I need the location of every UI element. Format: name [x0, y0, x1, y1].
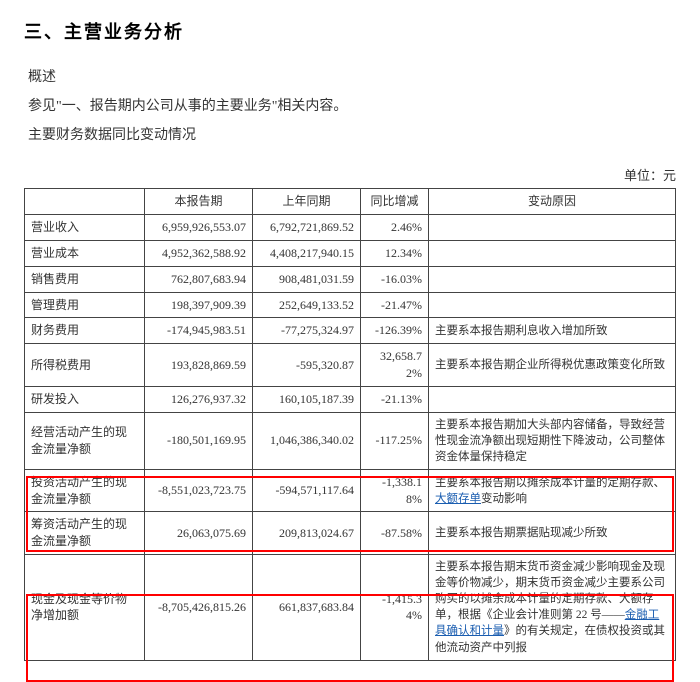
row-label: 投资活动产生的现金流量净额 [25, 469, 145, 512]
row-current: -174,945,983.51 [145, 318, 253, 344]
row-previous: 661,837,683.84 [253, 555, 361, 661]
row-reason: 主要系本报告期票据贴现减少所致 [429, 512, 676, 555]
table-row: 营业成本4,952,362,588.924,408,217,940.1512.3… [25, 241, 676, 267]
row-previous: 908,481,031.59 [253, 266, 361, 292]
col-header-prev: 上年同期 [253, 189, 361, 215]
row-reason [429, 292, 676, 318]
financial-table: 本报告期 上年同期 同比增减 变动原因 营业收入6,959,926,553.07… [24, 188, 676, 660]
row-delta: -87.58% [361, 512, 429, 555]
row-reason [429, 266, 676, 292]
col-header-delta: 同比增减 [361, 189, 429, 215]
row-current: -8,705,426,815.26 [145, 555, 253, 661]
row-current: -8,551,023,723.75 [145, 469, 253, 512]
row-label: 研发投入 [25, 386, 145, 412]
overview-label: 概述 [28, 66, 676, 89]
row-label: 财务费用 [25, 318, 145, 344]
row-reason [429, 241, 676, 267]
row-current: 126,276,937.32 [145, 386, 253, 412]
row-previous: 160,105,187.39 [253, 386, 361, 412]
unit-label: 单位：元 [24, 165, 676, 186]
row-current: 26,063,075.69 [145, 512, 253, 555]
row-label: 所得税费用 [25, 344, 145, 387]
section-heading: 三、主营业务分析 [24, 18, 676, 48]
table-row: 销售费用762,807,683.94908,481,031.59-16.03% [25, 266, 676, 292]
col-header-reason: 变动原因 [429, 189, 676, 215]
row-reason: 主要系本报告期利息收入增加所致 [429, 318, 676, 344]
row-delta: -1,415.34% [361, 555, 429, 661]
row-delta: -21.47% [361, 292, 429, 318]
row-delta: 12.34% [361, 241, 429, 267]
table-row: 筹资活动产生的现金流量净额26,063,075.69209,813,024.67… [25, 512, 676, 555]
table-body: 营业收入6,959,926,553.076,792,721,869.522.46… [25, 215, 676, 660]
row-delta: -16.03% [361, 266, 429, 292]
row-previous: 1,046,386,340.02 [253, 412, 361, 469]
row-reason: 主要系本报告期末货币资金减少影响现金及现金等价物减少，期末货币资金减少主要系公司… [429, 555, 676, 661]
table-wrapper: 本报告期 上年同期 同比增减 变动原因 营业收入6,959,926,553.07… [24, 188, 676, 660]
row-current: -180,501,169.95 [145, 412, 253, 469]
table-row: 现金及现金等价物净增加额-8,705,426,815.26661,837,683… [25, 555, 676, 661]
row-label: 现金及现金等价物净增加额 [25, 555, 145, 661]
row-previous: 252,649,133.52 [253, 292, 361, 318]
row-previous: -77,275,324.97 [253, 318, 361, 344]
col-header-period: 本报告期 [145, 189, 253, 215]
row-previous: 4,408,217,940.15 [253, 241, 361, 267]
row-current: 193,828,869.59 [145, 344, 253, 387]
row-previous: 209,813,024.67 [253, 512, 361, 555]
row-delta: -117.25% [361, 412, 429, 469]
row-label: 营业成本 [25, 241, 145, 267]
row-label: 销售费用 [25, 266, 145, 292]
table-row: 经营活动产生的现金流量净额-180,501,169.951,046,386,34… [25, 412, 676, 469]
subheading: 主要财务数据同比变动情况 [28, 124, 676, 147]
row-previous: -595,320.87 [253, 344, 361, 387]
row-label: 经营活动产生的现金流量净额 [25, 412, 145, 469]
row-delta: -21.13% [361, 386, 429, 412]
table-row: 管理费用198,397,909.39252,649,133.52-21.47% [25, 292, 676, 318]
row-delta: -126.39% [361, 318, 429, 344]
row-reason: 主要系本报告期以摊余成本计量的定期存款、大额存单变动影响 [429, 469, 676, 512]
row-delta: 2.46% [361, 215, 429, 241]
row-previous: 6,792,721,869.52 [253, 215, 361, 241]
row-reason [429, 215, 676, 241]
row-label: 管理费用 [25, 292, 145, 318]
row-reason [429, 386, 676, 412]
row-current: 6,959,926,553.07 [145, 215, 253, 241]
table-row: 财务费用-174,945,983.51-77,275,324.97-126.39… [25, 318, 676, 344]
table-row: 营业收入6,959,926,553.076,792,721,869.522.46… [25, 215, 676, 241]
reference-line: 参见"一、报告期内公司从事的主要业务"相关内容。 [28, 95, 676, 118]
row-label: 筹资活动产生的现金流量净额 [25, 512, 145, 555]
row-label: 营业收入 [25, 215, 145, 241]
row-current: 762,807,683.94 [145, 266, 253, 292]
table-row: 投资活动产生的现金流量净额-8,551,023,723.75-594,571,1… [25, 469, 676, 512]
table-header-row: 本报告期 上年同期 同比增减 变动原因 [25, 189, 676, 215]
row-delta: 32,658.72% [361, 344, 429, 387]
row-current: 4,952,362,588.92 [145, 241, 253, 267]
table-row: 研发投入126,276,937.32160,105,187.39-21.13% [25, 386, 676, 412]
col-header-label [25, 189, 145, 215]
row-reason: 主要系本报告期加大头部内容储备，导致经营性现金流净额出现短期性下降波动，公司整体… [429, 412, 676, 469]
row-current: 198,397,909.39 [145, 292, 253, 318]
table-row: 所得税费用193,828,869.59-595,320.8732,658.72%… [25, 344, 676, 387]
row-reason: 主要系本报告期企业所得税优惠政策变化所致 [429, 344, 676, 387]
row-previous: -594,571,117.64 [253, 469, 361, 512]
row-delta: -1,338.18% [361, 469, 429, 512]
